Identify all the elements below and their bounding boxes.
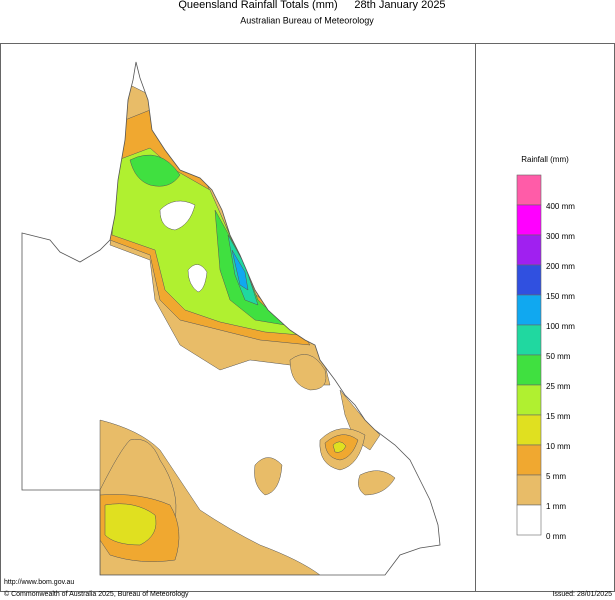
legend-swatch — [516, 504, 542, 536]
legend-label: 15 mm — [546, 412, 571, 421]
rainfall-area — [159, 200, 196, 231]
rainfall-area — [254, 457, 283, 496]
legend-swatch — [516, 474, 542, 506]
date: 28th January 2025 — [354, 0, 445, 11]
legend-swatch — [516, 294, 542, 326]
rainfall-area — [332, 441, 347, 453]
rainfall-area — [187, 264, 208, 293]
rainfall-area — [104, 503, 157, 546]
legend-label: 10 mm — [546, 442, 571, 451]
legend-label: 100 mm — [546, 322, 575, 331]
legend-swatch — [516, 264, 542, 296]
legend-label: 150 mm — [546, 292, 575, 301]
legend-label: 50 mm — [546, 352, 571, 361]
legend-label: 25 mm — [546, 382, 571, 391]
legend-label: 200 mm — [546, 262, 575, 271]
legend-label: 1 mm — [546, 502, 566, 511]
legend-label: 5 mm — [546, 472, 566, 481]
legend-swatch — [516, 354, 542, 386]
rainfall-area — [358, 470, 396, 496]
footer-issued: Issued: 28/01/2025 — [552, 591, 612, 598]
legend-label: 400 mm — [546, 202, 575, 211]
legend-label: 0 mm — [546, 532, 566, 541]
legend-title: Rainfall (mm) — [521, 155, 569, 164]
rainfall-area — [129, 154, 181, 187]
subtitle: Australian Bureau of Meteorology — [240, 15, 374, 25]
legend-swatch — [516, 414, 542, 446]
legend-swatch — [516, 444, 542, 476]
rainfall-area — [289, 354, 327, 391]
rainfall-areas — [99, 84, 396, 575]
footer-url: http://www.bom.gov.au — [4, 579, 74, 586]
rainfall-area — [231, 249, 249, 291]
legend-swatch — [516, 384, 542, 416]
title: Queensland Rainfall Totals (mm) — [178, 0, 337, 11]
legend-swatch — [516, 204, 542, 236]
legend-swatch — [516, 324, 542, 356]
legend-swatch — [516, 174, 542, 206]
legend-swatch — [516, 234, 542, 266]
footer-copyright: © Commonwealth of Australia 2025, Bureau… — [4, 590, 189, 598]
legend: 400 mm 300 mm 200 mm 150 mm 100 mm 50 mm 25 mm… — [516, 174, 575, 541]
legend-label: 300 mm — [546, 232, 575, 241]
